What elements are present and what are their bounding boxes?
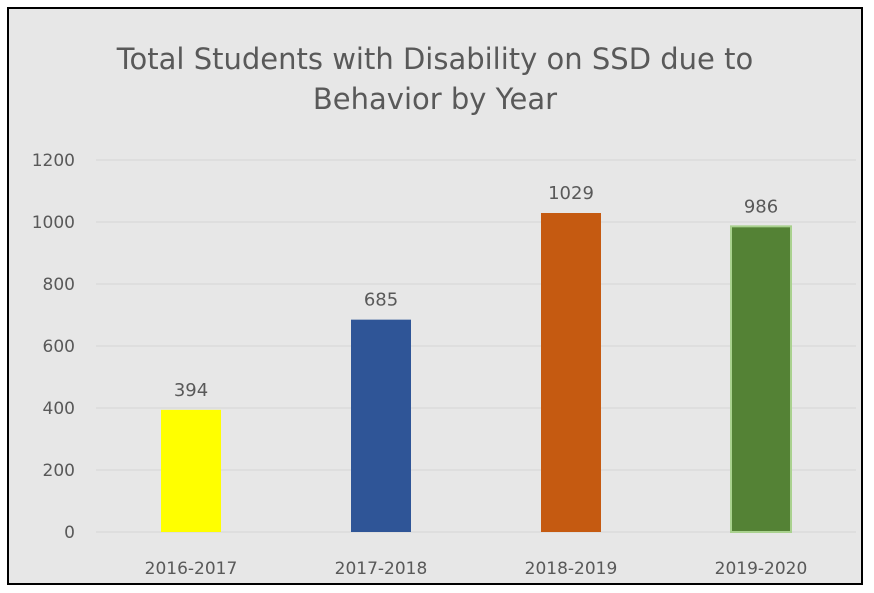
y-tick-label: 0 — [64, 523, 75, 543]
chart-frame: Total Students with Disability on SSD du… — [7, 7, 863, 585]
bar-2019-2020 — [730, 225, 792, 533]
y-axis-ticks: 0 200 400 600 800 1000 1200 — [32, 151, 75, 543]
bars — [161, 213, 792, 533]
data-labels: 394 685 1029 986 — [174, 183, 778, 401]
chart-title-line-1: Total Students with Disability on SSD du… — [116, 42, 754, 76]
y-tick-label: 200 — [43, 461, 75, 481]
bar-2017-2018 — [351, 319, 411, 532]
y-tick-label: 1200 — [32, 151, 75, 171]
bar-2018-2019 — [541, 213, 601, 532]
x-tick-label-2016-2017: 2016-2017 — [145, 559, 238, 579]
y-tick-label: 1000 — [32, 213, 75, 233]
y-tick-label: 600 — [43, 337, 75, 357]
data-label-2017-2018: 685 — [364, 290, 398, 311]
x-axis-labels: 2016-2017 2017-2018 2018-2019 2019-2020 — [145, 559, 808, 579]
chart-title-line-2: Behavior by Year — [312, 82, 558, 116]
chart-title: Total Students with Disability on SSD du… — [9, 39, 861, 119]
data-label-2019-2020: 986 — [744, 196, 778, 217]
x-tick-label-2018-2019: 2018-2019 — [525, 559, 618, 579]
y-tick-label: 800 — [43, 275, 75, 295]
data-label-2018-2019: 1029 — [548, 183, 594, 204]
y-tick-label: 400 — [43, 399, 75, 419]
data-label-2016-2017: 394 — [174, 380, 208, 401]
bar-2016-2017 — [161, 409, 221, 532]
x-tick-label-2017-2018: 2017-2018 — [335, 559, 428, 579]
x-tick-label-2019-2020: 2019-2020 — [715, 559, 808, 579]
gridlines — [96, 159, 856, 533]
